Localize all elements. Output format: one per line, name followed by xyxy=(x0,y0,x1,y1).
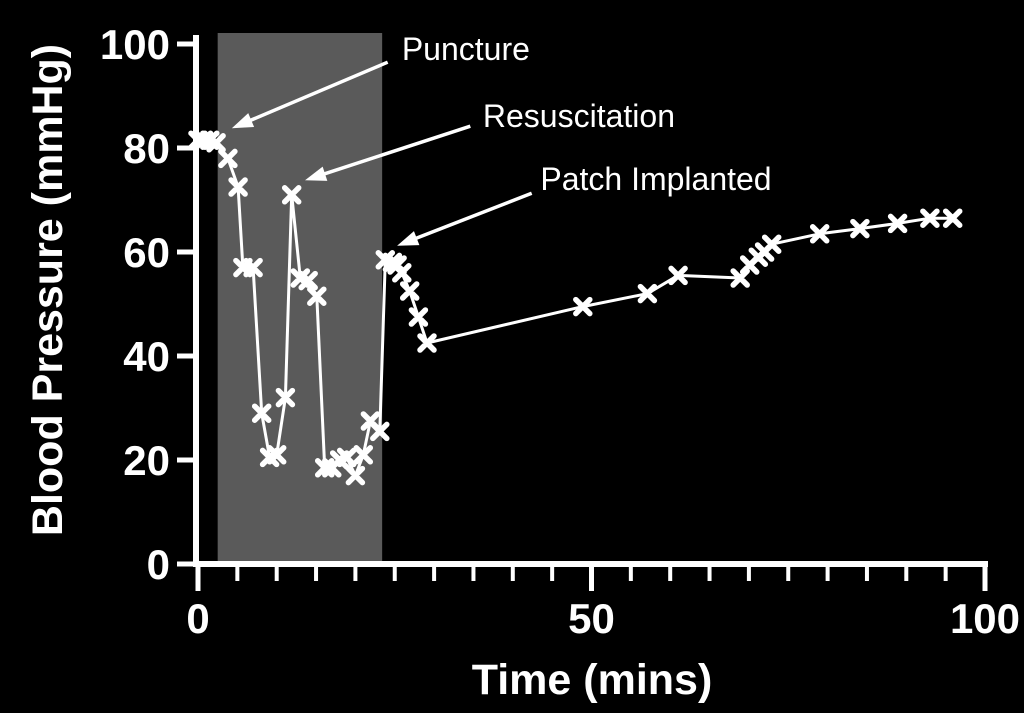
x-axis-title: Time (mins) xyxy=(472,656,713,704)
shock-period-shade xyxy=(217,33,383,562)
x-tick-label: 0 xyxy=(186,595,209,642)
y-tick-label: 0 xyxy=(147,541,170,588)
y-tick-label: 100 xyxy=(100,21,170,68)
y-tick-label: 80 xyxy=(123,125,170,172)
y-tick-label: 20 xyxy=(123,437,170,484)
annotation-resuscitation-label: Resuscitation xyxy=(483,98,675,134)
y-axis-title: Blood Pressure (mmHg) xyxy=(24,44,72,536)
x-tick-label: 100 xyxy=(950,595,1020,642)
annotation-puncture-label: Puncture xyxy=(402,31,530,67)
annotation-puncture-arrow-line xyxy=(244,60,389,124)
annotation-puncture-arrowhead-icon xyxy=(231,113,255,129)
y-tick-label: 60 xyxy=(123,229,170,276)
annotation-patch-implanted-arrow-line xyxy=(410,191,533,242)
y-tick-label: 40 xyxy=(123,333,170,380)
annotation-patch-implanted-arrowhead-icon xyxy=(397,231,420,246)
annotation-resuscitation-arrowhead-icon xyxy=(305,166,328,181)
annotation-patch-implanted-label: Patch Implanted xyxy=(540,161,771,197)
x-tick-label: 50 xyxy=(568,595,615,642)
annotation-resuscitation-arrow-line xyxy=(318,124,471,178)
